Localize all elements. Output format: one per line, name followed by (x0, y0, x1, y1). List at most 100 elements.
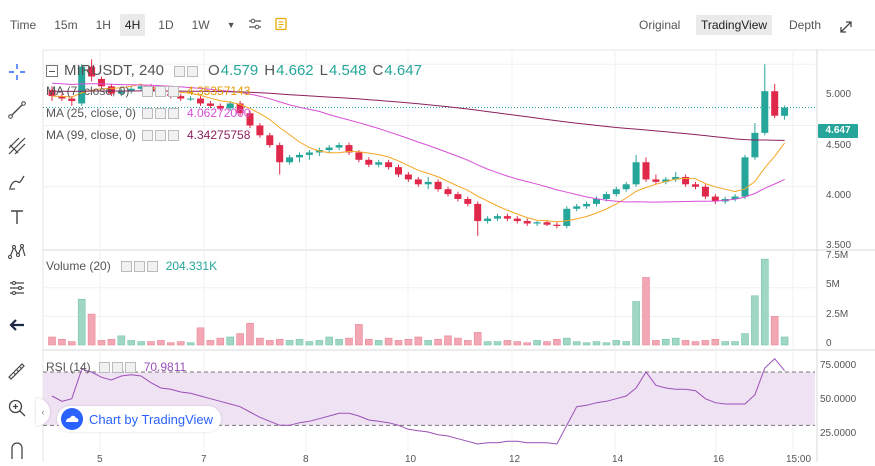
legend-eye-icon[interactable] (174, 65, 186, 77)
low-value: 4.548 (328, 62, 367, 79)
pitchfork-icon[interactable] (0, 129, 34, 163)
volume-bar-down (770, 316, 779, 346)
volume-tick-7-5m: 7.5M (826, 250, 849, 261)
last-price-tag: 4.647 (818, 124, 858, 138)
fullscreen-icon[interactable] (834, 17, 858, 40)
volume-bar-down (345, 337, 353, 346)
legend-settings-icon[interactable] (187, 65, 199, 77)
candle-down (177, 96, 185, 99)
magnet-icon[interactable] (0, 432, 34, 466)
ma7-eye-icon[interactable] (142, 85, 153, 97)
volume-bar-up (612, 340, 621, 346)
ruler-icon[interactable] (0, 355, 34, 389)
candle-up (781, 107, 789, 116)
trend-line-icon[interactable] (0, 93, 34, 127)
candle-down (88, 66, 96, 77)
interval-1h[interactable]: 1H (95, 18, 111, 32)
volume-bar-down (157, 340, 165, 346)
ma7-close-icon[interactable] (168, 85, 179, 97)
volume-bar-up (186, 342, 195, 346)
view-tradingview[interactable]: TradingView (696, 15, 773, 35)
interval-1d[interactable]: 1D (158, 18, 174, 32)
collapse-legend-icon[interactable] (46, 64, 58, 77)
volume-close-icon[interactable] (146, 260, 158, 272)
time-tick: 10 (405, 454, 417, 465)
volume-bar-down (68, 341, 76, 346)
view-depth[interactable]: Depth (789, 18, 822, 32)
ma99-eye-icon[interactable] (142, 129, 153, 141)
volume-bar-down (216, 337, 225, 346)
candle-up (305, 152, 313, 155)
interval-time[interactable]: Time (10, 18, 37, 32)
volume-bar-up (602, 342, 611, 346)
candle-down (48, 89, 56, 97)
zoom-icon[interactable] (0, 391, 34, 425)
volume-bar-down (48, 336, 56, 346)
volume-bar-down (503, 340, 512, 346)
rsi-close-icon[interactable] (124, 361, 136, 373)
rsi-label: RSI (14) (46, 360, 91, 374)
volume-bar-up (572, 341, 581, 346)
ma99-settings-icon[interactable] (155, 129, 166, 141)
volume-bar-down (256, 337, 264, 346)
cloud-logo-icon (61, 408, 83, 430)
interval-dropdown-icon[interactable]: ▼ (226, 20, 236, 30)
indicators-icon[interactable] (268, 13, 294, 38)
candle-up (296, 154, 303, 158)
ma25-close-icon[interactable] (168, 107, 179, 119)
ma25-eye-icon[interactable] (142, 107, 153, 119)
time-tick: 8 (303, 454, 309, 465)
crosshair-icon[interactable] (0, 55, 34, 89)
view-original[interactable]: Original (639, 18, 681, 32)
candle-down (464, 199, 472, 204)
volume-bar-down (394, 340, 403, 346)
volume-bar-down (414, 336, 423, 346)
candle-down (266, 135, 274, 146)
tradingview-watermark[interactable]: Chart by TradingView (57, 406, 222, 432)
volume-bar-up (424, 340, 433, 346)
back-bubble[interactable]: ‹ (36, 398, 50, 426)
volume-bar-up (117, 335, 126, 346)
ma25-value: 4.06272000 (187, 106, 251, 120)
candle-down (543, 222, 551, 225)
volume-bar-down (434, 338, 442, 346)
candle-down (503, 216, 511, 219)
volume-bar-down (97, 340, 106, 346)
brush-icon[interactable] (0, 165, 34, 199)
volume-bar-down (265, 340, 274, 346)
candle-up (484, 218, 492, 222)
interval-1w[interactable]: 1W (191, 18, 210, 32)
volume-bar-up (325, 336, 334, 346)
rsi-settings-icon[interactable] (111, 361, 123, 373)
prediction-icon[interactable] (0, 271, 34, 305)
candle-up (117, 91, 125, 94)
volume-bar-up (305, 341, 314, 346)
rsi-eye-icon[interactable] (98, 361, 110, 373)
candle-down (345, 145, 353, 153)
candle-up (335, 145, 343, 148)
settings-sliders-icon[interactable] (242, 13, 268, 38)
candle-down (216, 105, 224, 109)
ma99-close-icon[interactable] (168, 129, 179, 141)
pattern-icon[interactable] (0, 235, 34, 269)
candle-down (513, 218, 521, 222)
text-tool-icon[interactable] (0, 200, 34, 234)
candle-up (602, 194, 610, 199)
rsi-value: 70.9811 (143, 360, 187, 374)
ma7-settings-icon[interactable] (155, 85, 166, 97)
volume-settings-icon[interactable] (133, 260, 145, 272)
watermark-text: Chart by TradingView (89, 411, 214, 427)
price-tick-5000: 5.000 (826, 89, 852, 100)
interval-15m[interactable]: 15m (54, 18, 78, 32)
volume-bar-down (444, 335, 452, 346)
interval-4h[interactable]: 4H (119, 14, 146, 36)
candle-down (414, 179, 422, 185)
volume-bar-down (652, 340, 660, 346)
candle-down (197, 98, 204, 104)
ma99-label: MA (99, close, 0) (46, 128, 137, 142)
candle-down (355, 152, 363, 160)
ma25-settings-icon[interactable] (155, 107, 166, 119)
volume-eye-icon[interactable] (120, 260, 132, 272)
ma7-line (51, 83, 786, 223)
back-arrow-icon[interactable] (0, 308, 34, 342)
